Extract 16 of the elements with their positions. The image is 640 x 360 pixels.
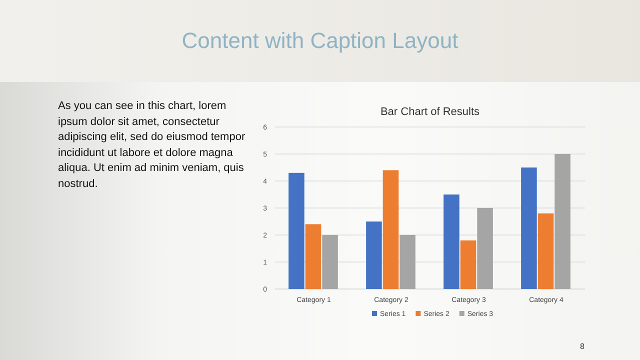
bar — [366, 222, 382, 289]
bar — [400, 235, 416, 289]
bar — [288, 172, 304, 289]
bar — [305, 224, 322, 289]
bar — [538, 213, 554, 289]
bar — [554, 154, 570, 289]
bar — [521, 168, 537, 289]
bar — [322, 235, 338, 289]
chart-title: Bar Chart of Results — [380, 106, 480, 118]
text: As you can see in this chart, lorem ipsum dolor sit amet, consectetur adipiscing elit, sed do eiusmod tempor incididunt ut labore et dolore magna aliqua. Ut enim ad minim veniam, quis nostrud. — [58, 99, 246, 192]
text: 8 — [580, 342, 586, 351]
text: Content with Caption Layout — [180, 28, 460, 54]
bar — [444, 194, 460, 289]
bar — [460, 240, 476, 289]
bar — [382, 170, 399, 289]
bar — [477, 208, 493, 289]
